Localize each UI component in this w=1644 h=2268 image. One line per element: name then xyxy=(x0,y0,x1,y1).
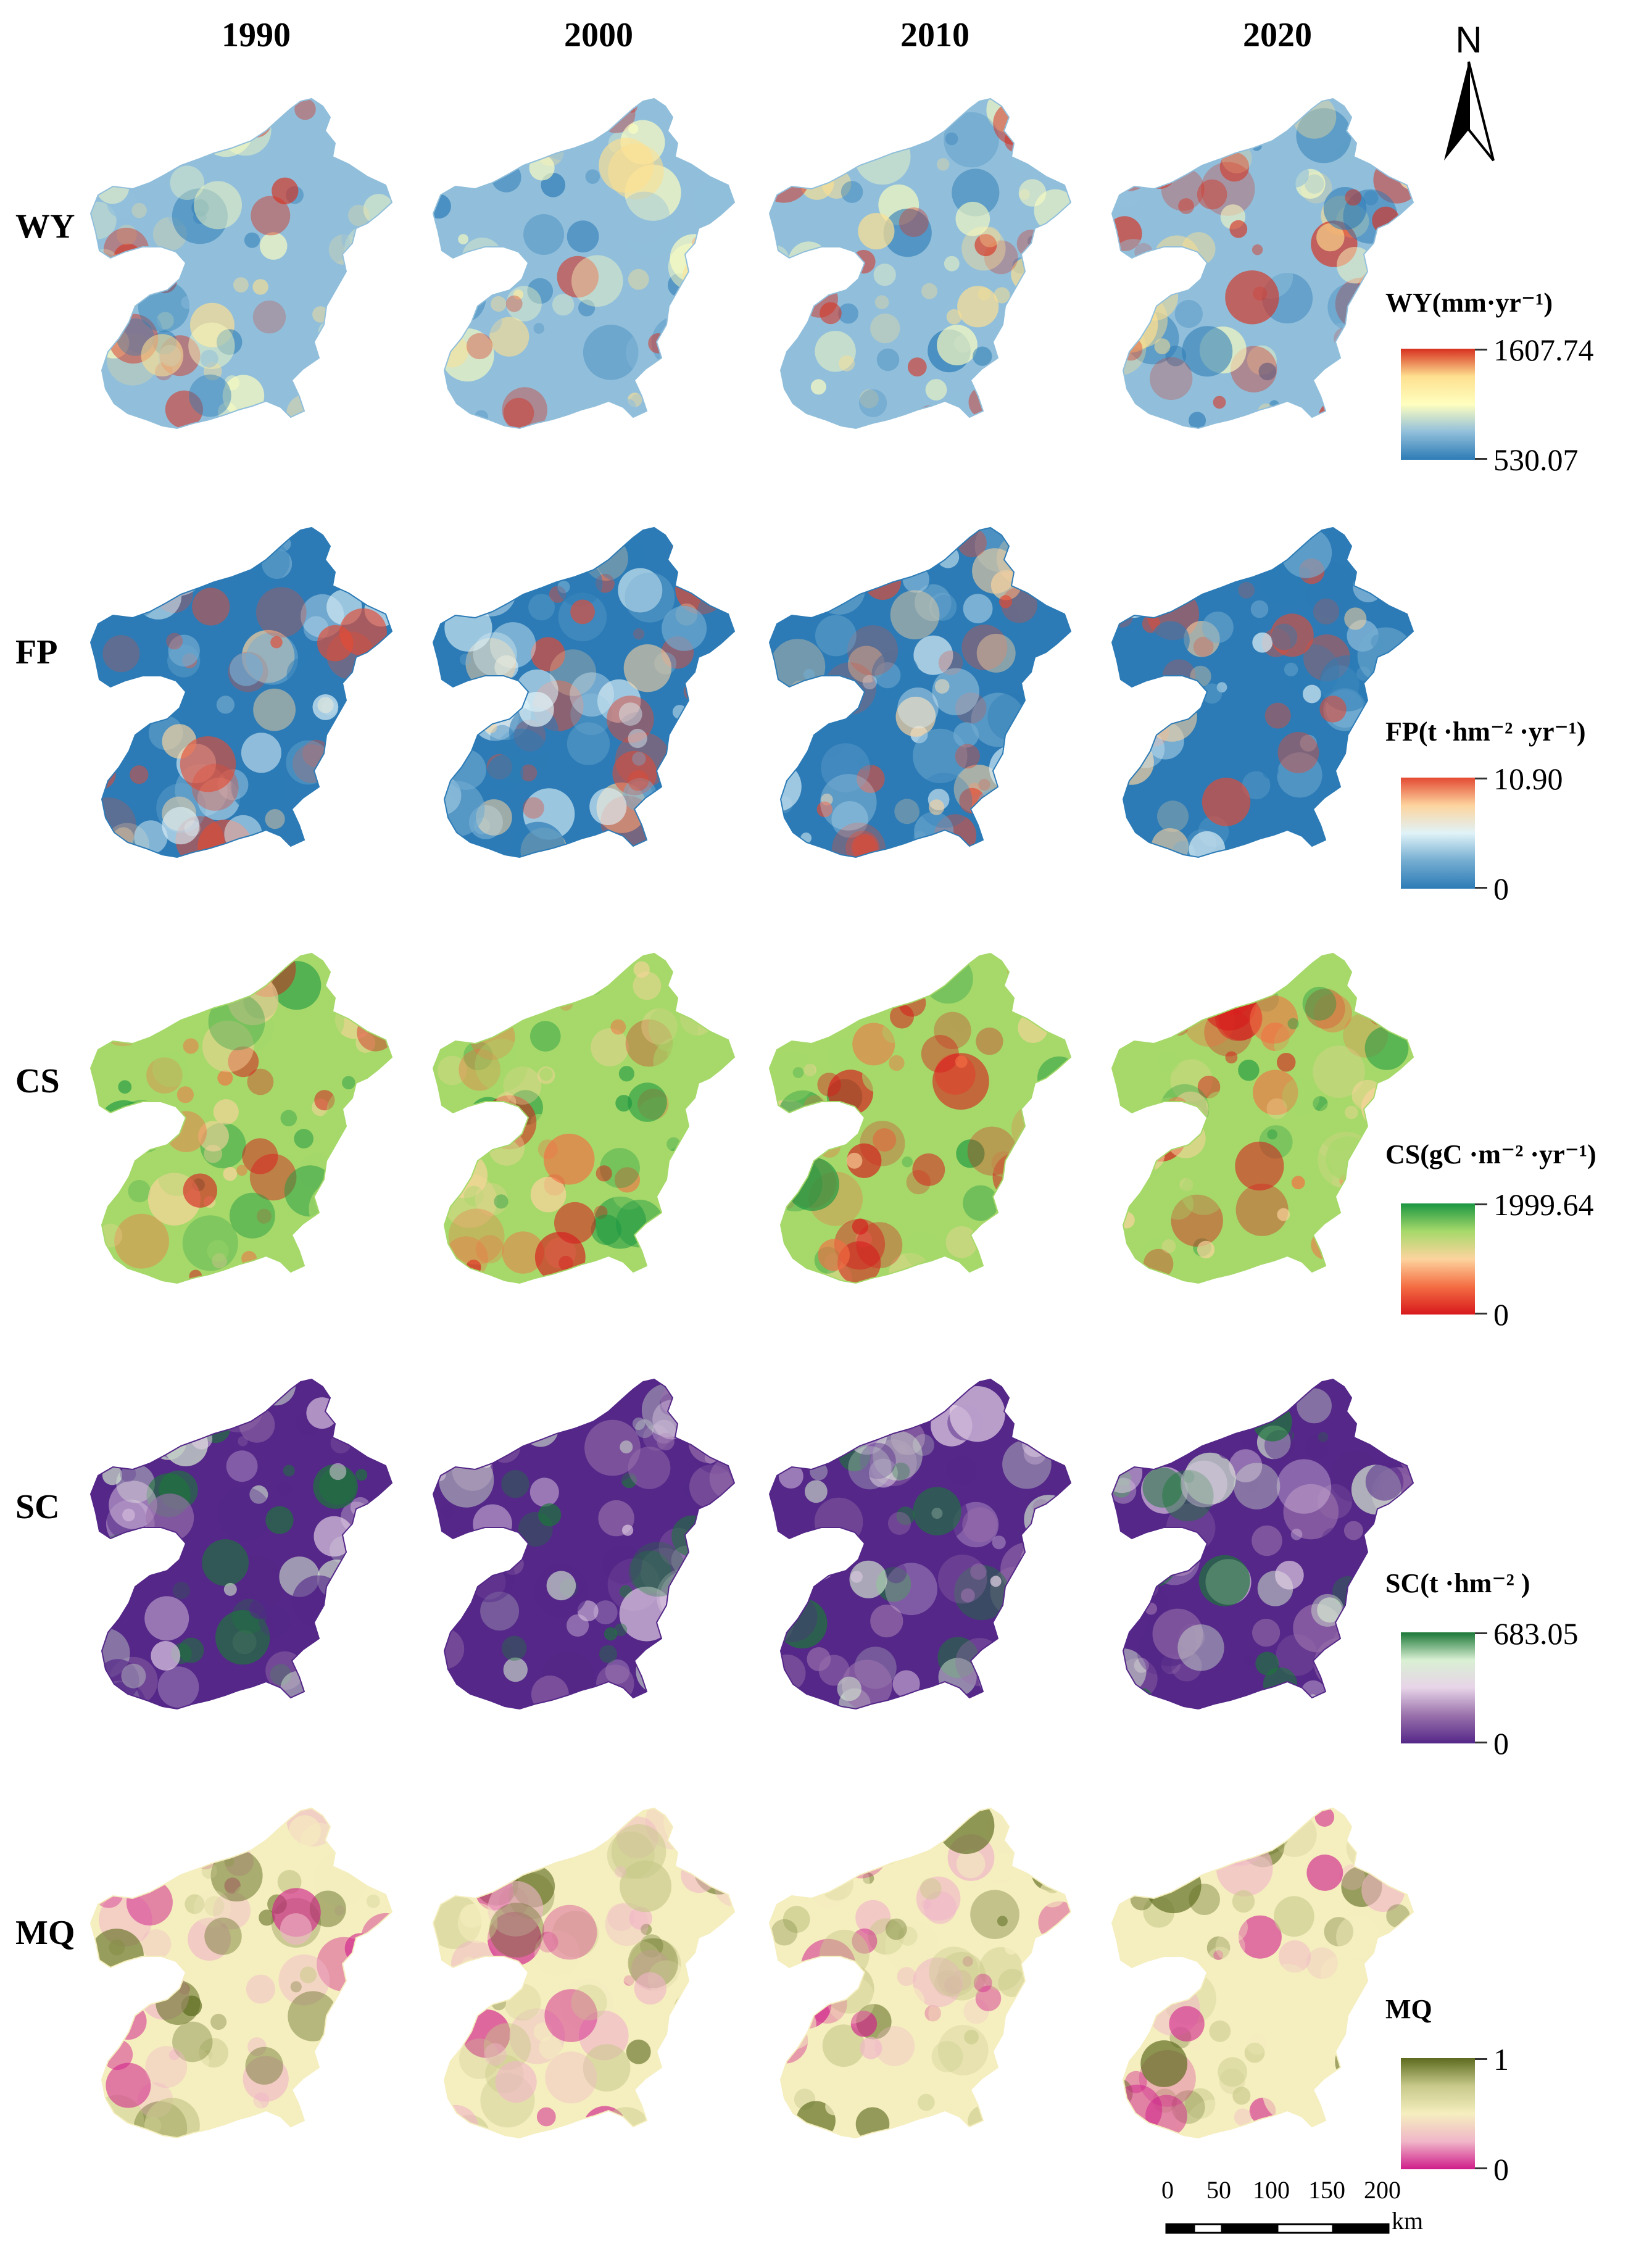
north-label: N xyxy=(1455,19,1482,60)
map-wy-2000 xyxy=(420,93,765,438)
legend-bar-cs xyxy=(1401,1203,1475,1315)
map-fp-2000 xyxy=(420,521,765,867)
map-fp-2010 xyxy=(756,521,1102,867)
legend-min-cs: 0 xyxy=(1493,1297,1509,1332)
map-cs-1990 xyxy=(77,947,423,1293)
row-label-mq: MQ xyxy=(15,1914,75,1952)
row-label-sc: SC xyxy=(15,1488,60,1526)
north-arrow-icon: N xyxy=(1432,19,1506,167)
scale-tick-50: 50 xyxy=(1206,2176,1231,2204)
legend-max-wy: 1607.74 xyxy=(1493,333,1594,367)
legend-title-cs: CS(gC ·m⁻² ·yr⁻¹) xyxy=(1385,1139,1596,1169)
map-sc-2020 xyxy=(1098,1373,1444,1719)
map-wy-1990 xyxy=(77,93,423,438)
legend-bar-mq xyxy=(1401,2058,1475,2169)
map-cs-2000 xyxy=(420,947,765,1293)
legend-title-wy: WY(mm·yr⁻¹) xyxy=(1385,288,1553,318)
legend-title-fp: FP(t ·hm⁻² ·yr⁻¹) xyxy=(1385,717,1586,747)
row-label-cs: CS xyxy=(15,1062,60,1100)
map-sc-2000 xyxy=(420,1373,765,1719)
scale-unit: km xyxy=(1392,2207,1424,2235)
legend-max-fp: 10.90 xyxy=(1493,762,1563,796)
legend-min-fp: 0 xyxy=(1493,871,1509,906)
year-header-2000: 2000 xyxy=(564,16,633,54)
row-label-wy: WY xyxy=(15,207,75,246)
scale-bar xyxy=(1160,2172,1432,2265)
scale-tick-100: 100 xyxy=(1253,2176,1290,2204)
legend-bar-wy xyxy=(1401,349,1475,460)
map-fp-2020 xyxy=(1098,521,1444,867)
legend-max-cs: 1999.64 xyxy=(1493,1187,1594,1222)
legend-min-mq: 0 xyxy=(1493,2152,1509,2187)
year-header-2010: 2010 xyxy=(900,16,969,54)
legend-min-sc: 0 xyxy=(1493,1726,1509,1761)
legend-bar-sc xyxy=(1401,1632,1475,1743)
legend-title-mq: MQ xyxy=(1385,1994,1432,2024)
map-mq-2020 xyxy=(1098,1802,1444,2148)
legend-title-sc: SC(t ·hm⁻² ) xyxy=(1385,1568,1530,1598)
map-mq-2010 xyxy=(756,1802,1102,2148)
map-mq-2000 xyxy=(420,1802,765,2148)
legend-max-mq: 1 xyxy=(1493,2042,1509,2077)
year-header-1990: 1990 xyxy=(222,16,291,54)
map-cs-2010 xyxy=(756,947,1102,1293)
legend-max-sc: 683.05 xyxy=(1493,1616,1579,1651)
map-sc-1990 xyxy=(77,1373,423,1719)
map-wy-2010 xyxy=(756,93,1102,438)
scale-tick-200: 200 xyxy=(1364,2176,1401,2204)
legend-bar-fp xyxy=(1401,778,1475,889)
scale-tick-150: 150 xyxy=(1308,2176,1345,2204)
map-mq-1990 xyxy=(77,1802,423,2148)
map-fp-1990 xyxy=(77,521,423,867)
map-wy-2020 xyxy=(1098,93,1444,438)
year-header-2020: 2020 xyxy=(1243,16,1312,54)
row-label-fp: FP xyxy=(15,633,58,671)
scale-tick-0: 0 xyxy=(1161,2176,1174,2204)
map-sc-2010 xyxy=(756,1373,1102,1719)
map-cs-2020 xyxy=(1098,947,1444,1293)
legend-min-wy: 530.07 xyxy=(1493,442,1579,477)
